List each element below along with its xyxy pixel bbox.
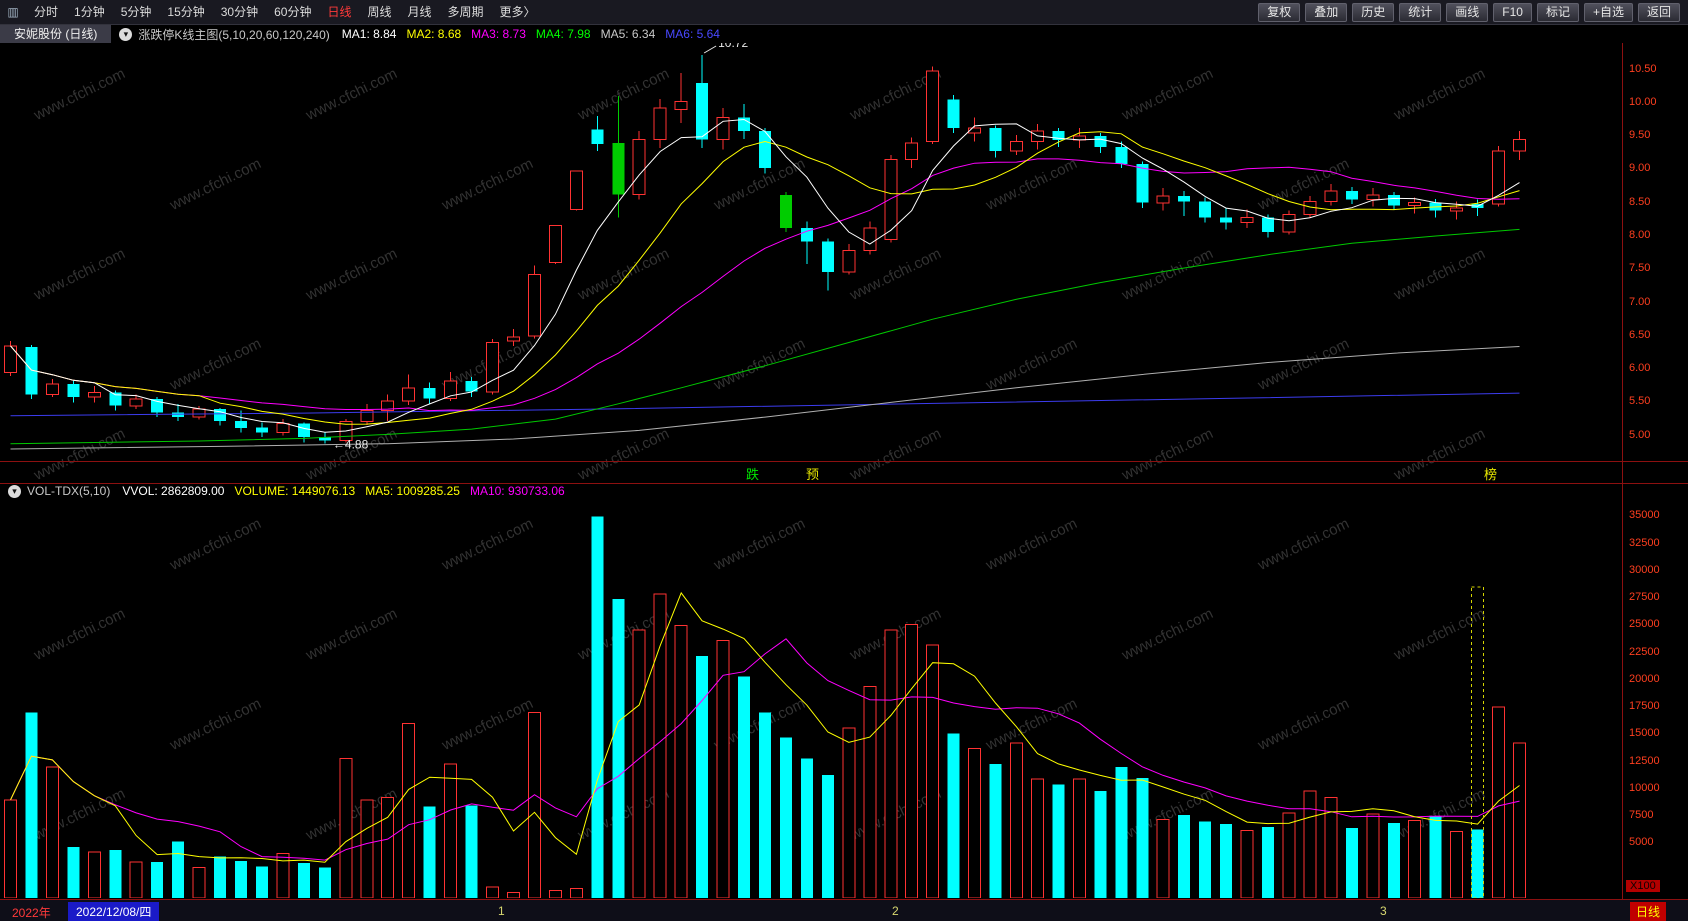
month-marker: 1 bbox=[498, 904, 505, 918]
price-axis-label: 9.50 bbox=[1629, 129, 1651, 141]
toolbar-button[interactable]: F10 bbox=[1493, 2, 1532, 22]
volume-axis-label: 20000 bbox=[1629, 673, 1660, 685]
quick-link[interactable]: 预 bbox=[806, 467, 820, 482]
collapse-icon[interactable]: ▾ bbox=[119, 27, 133, 41]
price-axis-label: 10.00 bbox=[1629, 96, 1657, 108]
toolbar-button[interactable]: 画线 bbox=[1446, 2, 1489, 22]
vol-legend-value: VVOL: 2862809.00 bbox=[122, 484, 225, 498]
price-axis-label: 8.50 bbox=[1629, 196, 1651, 208]
period-item[interactable]: 日线 bbox=[327, 5, 352, 19]
price-axis-label: 7.50 bbox=[1629, 262, 1651, 274]
period-menu: 分时 1分钟 5分钟 15分钟 30分钟 60分钟 日线 周线 月线 多周期 更多〉 bbox=[26, 0, 544, 24]
ma-legend-value: MA5: 6.34 bbox=[600, 27, 656, 41]
period-item[interactable]: 5分钟 bbox=[120, 5, 152, 19]
volume-axis-label: 32500 bbox=[1629, 537, 1660, 549]
collapse-icon[interactable]: ▾ bbox=[8, 484, 21, 498]
period-item[interactable]: 30分钟 bbox=[220, 5, 259, 19]
volume-axis-label: 12500 bbox=[1629, 755, 1660, 767]
period-item[interactable]: 分时 bbox=[34, 5, 59, 19]
volume-indicator-values: VVOL: 2862809.00 VOLUME: 1449076.13 MA5: 1… bbox=[122, 484, 564, 498]
month-marker: 2 bbox=[892, 904, 899, 918]
volume-axis-label: 7500 bbox=[1629, 809, 1654, 821]
toolbar-button[interactable]: 标记 bbox=[1536, 2, 1579, 22]
stock-title[interactable]: 安妮股份 (日线) bbox=[0, 25, 112, 43]
ma-legend-value: MA2: 8.68 bbox=[406, 27, 462, 41]
toolbar-button[interactable]: +自选 bbox=[1583, 2, 1633, 22]
main-indicator-values: MA1: 8.84 MA2: 8.68 MA3: 8.73 MA4: 7.98 MA5:… bbox=[342, 27, 720, 41]
period-item[interactable]: 15分钟 bbox=[167, 5, 205, 19]
price-axis-label: 10.50 bbox=[1629, 63, 1657, 75]
period-item[interactable]: 多周期 bbox=[447, 5, 484, 19]
axis-border bbox=[1622, 43, 1623, 899]
period-item[interactable]: 周线 bbox=[367, 5, 392, 19]
period-item[interactable]: 月线 bbox=[407, 5, 432, 19]
price-axis-label: 8.00 bbox=[1629, 229, 1651, 241]
svg-text:10.72: 10.72 bbox=[718, 43, 748, 50]
vol-legend-value: VOLUME: 1449076.13 bbox=[234, 484, 356, 498]
period-item[interactable]: 1分钟 bbox=[74, 5, 105, 19]
ma-legend-value: MA1: 8.84 bbox=[341, 27, 397, 41]
toolbar-button[interactable]: 返回 bbox=[1637, 2, 1680, 22]
period-item[interactable]: 60分钟 bbox=[274, 5, 312, 19]
volume-axis-label: 35000 bbox=[1629, 509, 1660, 521]
candlestick-chart[interactable]: 10.72 ←4.88 bbox=[0, 43, 1622, 461]
volume-axis-label: 27500 bbox=[1629, 591, 1660, 603]
volume-axis-label: 10000 bbox=[1629, 782, 1660, 794]
volume-header: ▾ VOL-TDX(5,10) VVOL: 2862809.00 VOLUME: … bbox=[0, 483, 565, 499]
app-icon[interactable]: ▥ bbox=[7, 5, 19, 19]
price-axis-label: 7.00 bbox=[1629, 296, 1651, 308]
x-axis-bar: 2022年 2022/12/08/四 日线 1 2 3 bbox=[0, 899, 1688, 921]
toolbar-button[interactable]: 复权 bbox=[1258, 2, 1301, 22]
period-item[interactable]: 更多〉 bbox=[499, 5, 536, 19]
vol-legend-value: MA5: 1009285.25 bbox=[365, 484, 460, 498]
period-toolbar: ▥ 分时 1分钟 5分钟 15分钟 30分钟 60分钟 日线 周线 月线 多周期 更多〉 复权 叠加历… bbox=[0, 0, 1688, 25]
chart-title-row: 安妮股份 (日线) ▾ 涨跌停K线主图(5,10,20,60,120,240) … bbox=[0, 25, 1620, 43]
volume-axis-label: 5000 bbox=[1629, 836, 1654, 848]
quick-link[interactable]: 榜 bbox=[1484, 467, 1498, 482]
volume-axis-label: 30000 bbox=[1629, 564, 1660, 576]
period-badge[interactable]: 日线 bbox=[1630, 902, 1667, 921]
volume-multiplier-badge: X100 bbox=[1626, 880, 1660, 892]
price-axis-label: 6.50 bbox=[1629, 329, 1651, 341]
volume-chart[interactable] bbox=[0, 500, 1622, 898]
volume-axis-label: 15000 bbox=[1629, 727, 1660, 739]
tools-menu: 复权 叠加 历史 统计 画线 F10 标记 +自选 返回 bbox=[1258, 2, 1688, 22]
toolbar-button[interactable]: 历史 bbox=[1352, 2, 1395, 22]
svg-text:←4.88: ←4.88 bbox=[333, 438, 369, 452]
price-axis-label: 9.00 bbox=[1629, 162, 1651, 174]
main-indicator-name: 涨跌停K线主图(5,10,20,60,120,240) bbox=[138, 27, 330, 42]
year-label: 2022年 bbox=[12, 906, 51, 920]
price-axis-label: 5.50 bbox=[1629, 395, 1651, 407]
ma-legend-value: MA4: 7.98 bbox=[535, 27, 591, 41]
quick-links-strip: 跌预榜 bbox=[0, 461, 1688, 484]
price-axis-label: 6.00 bbox=[1629, 362, 1651, 374]
date-chip[interactable]: 2022/12/08/四 bbox=[68, 902, 160, 921]
quick-link[interactable]: 跌 bbox=[746, 467, 760, 482]
volume-axis-label: 25000 bbox=[1629, 618, 1660, 630]
ma-legend-value: MA3: 8.73 bbox=[471, 27, 526, 41]
volume-indicator-name: VOL-TDX(5,10) bbox=[27, 484, 111, 498]
price-axis-label: 5.00 bbox=[1629, 429, 1651, 441]
toolbar-button[interactable]: 统计 bbox=[1399, 2, 1442, 22]
month-marker: 3 bbox=[1380, 904, 1387, 918]
toolbar-button[interactable]: 叠加 bbox=[1305, 2, 1348, 22]
volume-axis-label: 22500 bbox=[1629, 646, 1660, 658]
volume-axis-label: 17500 bbox=[1629, 700, 1660, 712]
ma-legend-value: MA6: 5.64 bbox=[665, 27, 720, 41]
vol-legend-value: MA10: 930733.06 bbox=[469, 484, 565, 498]
